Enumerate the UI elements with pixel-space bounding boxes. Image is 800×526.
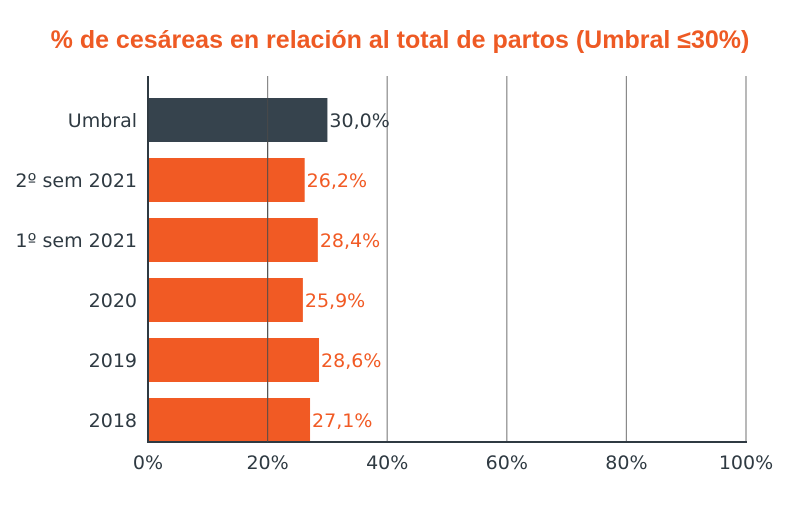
bar-2 <box>148 218 318 262</box>
category-label-0: Umbral <box>68 110 137 132</box>
bar-5 <box>148 398 311 442</box>
category-label-4: 2019 <box>89 350 137 372</box>
value-label-2: 28,4% <box>320 230 380 252</box>
value-label-5: 27,1% <box>312 410 372 432</box>
value-label-1: 26,2% <box>307 170 367 192</box>
category-label-3: 2020 <box>89 290 137 312</box>
x-tick-label-60: 60% <box>486 452 528 474</box>
value-label-4: 28,6% <box>321 350 381 372</box>
x-tick-label-40: 40% <box>366 452 408 474</box>
category-label-5: 2018 <box>89 410 137 432</box>
bar-4 <box>148 338 320 382</box>
x-tick-label-100: 100% <box>719 452 773 474</box>
bars <box>148 98 328 442</box>
category-label-2: 1º sem 2021 <box>15 230 137 252</box>
category-label-1: 2º sem 2021 <box>15 170 137 192</box>
bar-0 <box>148 98 328 142</box>
x-tick-label-0: 0% <box>133 452 163 474</box>
bar-3 <box>148 278 303 322</box>
value-label-0: 30,0% <box>329 110 389 132</box>
value-label-3: 25,9% <box>305 290 365 312</box>
chart-title: % de cesáreas en relación al total de pa… <box>51 26 750 54</box>
bar-1 <box>148 158 305 202</box>
x-tick-label-80: 80% <box>605 452 647 474</box>
axes <box>147 76 747 443</box>
x-tick-label-20: 20% <box>246 452 288 474</box>
labels: Umbral 30,0% 2º sem 2021 26,2% 1º sem 2021 28… <box>15 110 773 474</box>
